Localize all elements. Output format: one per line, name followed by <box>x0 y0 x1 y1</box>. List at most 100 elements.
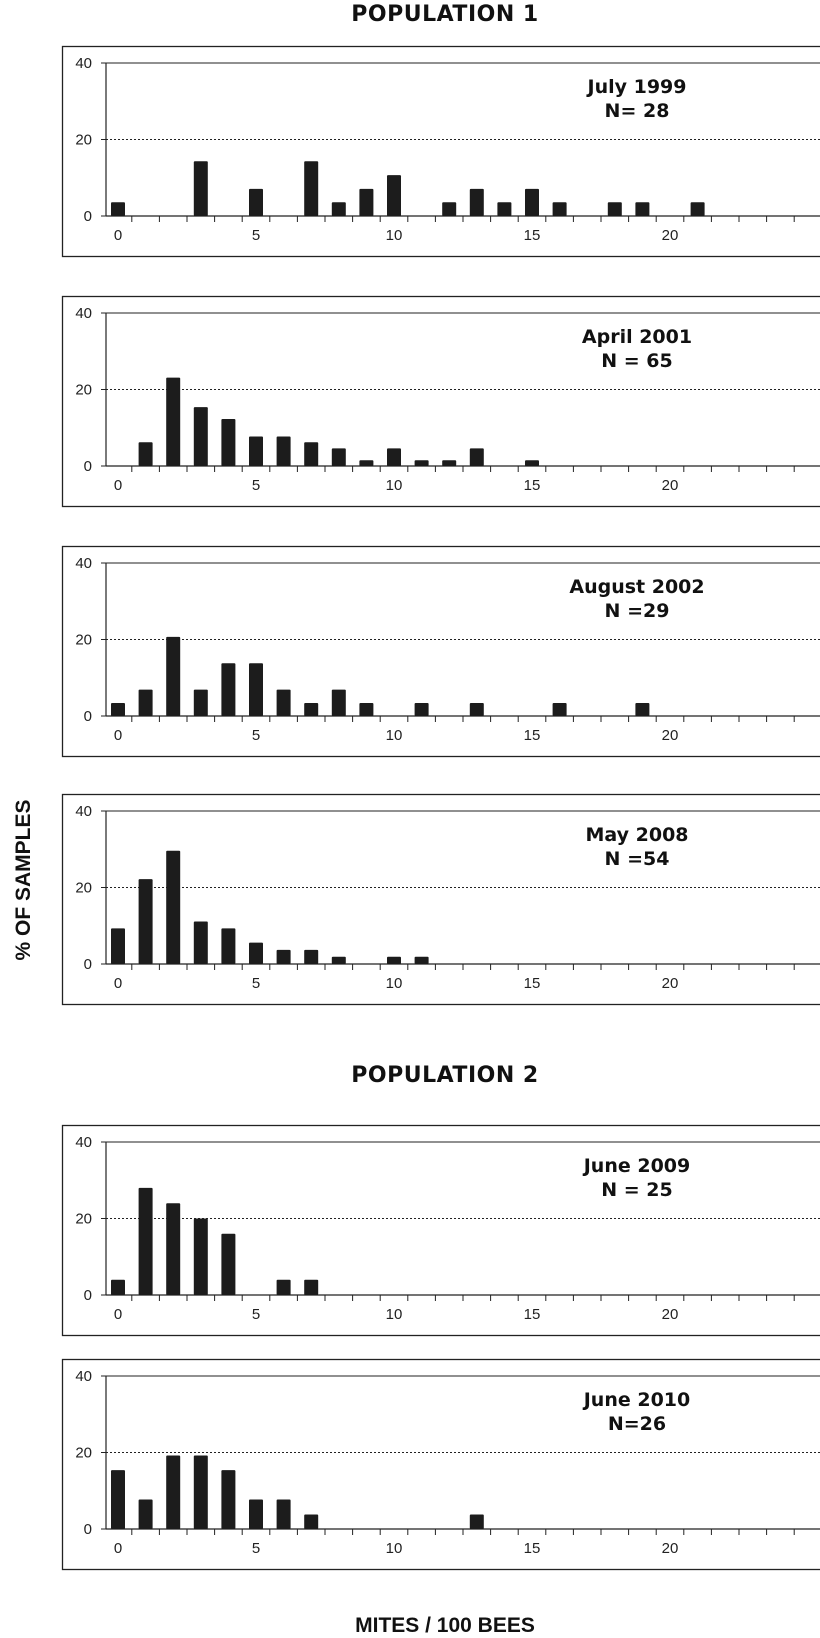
bar-3 <box>194 161 208 216</box>
y-tick-label-20: 20 <box>75 632 92 649</box>
panel-sample-size-may-2008: N =54 <box>605 848 670 870</box>
x-tick-label-0: 0 <box>114 727 122 744</box>
bar-16 <box>553 703 567 716</box>
y-tick-label-40: 40 <box>75 1134 92 1151</box>
x-tick-label-10: 10 <box>386 227 403 244</box>
y-tick-label-40: 40 <box>75 305 92 322</box>
population-1-title: POPULATION 1 <box>0 2 820 27</box>
bar-3 <box>194 922 208 964</box>
bar-10 <box>387 957 401 964</box>
bar-6 <box>277 1280 291 1295</box>
panel-title-may-2008: May 2008 <box>585 824 688 846</box>
x-tick-label-20: 20 <box>662 975 679 992</box>
bar-11 <box>415 957 429 964</box>
bar-9 <box>359 460 373 466</box>
bar-2 <box>166 378 180 466</box>
x-tick-label-15: 15 <box>524 1540 541 1557</box>
bar-1 <box>139 879 153 964</box>
bar-3 <box>194 407 208 466</box>
bar-0 <box>111 703 125 716</box>
y-tick-label-40: 40 <box>75 55 92 72</box>
y-tick-label-0: 0 <box>84 708 92 725</box>
x-tick-label-15: 15 <box>524 477 541 494</box>
bar-11 <box>415 703 429 716</box>
x-tick-label-5: 5 <box>252 1306 260 1323</box>
bar-6 <box>277 690 291 716</box>
x-tick-label-0: 0 <box>114 227 122 244</box>
bar-3 <box>194 1456 208 1529</box>
x-tick-label-10: 10 <box>386 727 403 744</box>
y-tick-label-20: 20 <box>75 1445 92 1462</box>
x-tick-label-15: 15 <box>524 727 541 744</box>
y-tick-label-40: 40 <box>75 555 92 572</box>
bar-15 <box>525 460 539 466</box>
panel-title-june-2009: June 2009 <box>582 1155 691 1177</box>
bar-9 <box>359 189 373 216</box>
bar-19 <box>635 202 649 216</box>
bar-10 <box>387 448 401 466</box>
bar-2 <box>166 637 180 716</box>
bar-12 <box>442 460 456 466</box>
bar-8 <box>332 448 346 466</box>
bar-8 <box>332 690 346 716</box>
bar-1 <box>139 1500 153 1529</box>
panel-title-april-2001: April 2001 <box>582 326 692 348</box>
bar-6 <box>277 1500 291 1529</box>
bar-3 <box>194 690 208 716</box>
y-tick-label-20: 20 <box>75 382 92 399</box>
x-tick-label-10: 10 <box>386 1540 403 1557</box>
x-tick-label-5: 5 <box>252 477 260 494</box>
bar-1 <box>139 1188 153 1295</box>
x-tick-label-20: 20 <box>662 227 679 244</box>
bar-6 <box>277 437 291 466</box>
y-axis-label-text: % OF SAMPLES <box>12 799 36 960</box>
y-tick-label-0: 0 <box>84 1521 92 1538</box>
bar-7 <box>304 442 318 466</box>
bar-2 <box>166 1203 180 1295</box>
bar-14 <box>497 202 511 216</box>
y-tick-label-40: 40 <box>75 803 92 820</box>
bar-10 <box>387 175 401 216</box>
x-tick-label-0: 0 <box>114 1306 122 1323</box>
x-tick-label-5: 5 <box>252 975 260 992</box>
y-tick-label-20: 20 <box>75 880 92 897</box>
bar-5 <box>249 1500 263 1529</box>
panel-title-june-2010: June 2010 <box>582 1389 691 1411</box>
bar-9 <box>359 703 373 716</box>
bar-21 <box>691 202 705 216</box>
bar-5 <box>249 663 263 716</box>
x-tick-label-20: 20 <box>662 1306 679 1323</box>
x-tick-label-0: 0 <box>114 1540 122 1557</box>
x-tick-label-10: 10 <box>386 1306 403 1323</box>
x-tick-label-10: 10 <box>386 975 403 992</box>
x-tick-label-20: 20 <box>662 477 679 494</box>
panel-sample-size-april-2001: N = 65 <box>601 350 673 372</box>
x-tick-label-15: 15 <box>524 975 541 992</box>
bar-7 <box>304 703 318 716</box>
bar-5 <box>249 189 263 216</box>
bar-15 <box>525 189 539 216</box>
x-tick-label-0: 0 <box>114 477 122 494</box>
bar-0 <box>111 1470 125 1529</box>
x-tick-label-15: 15 <box>524 227 541 244</box>
y-tick-label-0: 0 <box>84 1287 92 1304</box>
bar-4 <box>221 663 235 716</box>
x-tick-label-0: 0 <box>114 975 122 992</box>
x-tick-label-5: 5 <box>252 727 260 744</box>
bar-4 <box>221 1234 235 1295</box>
bar-4 <box>221 1470 235 1529</box>
x-tick-label-20: 20 <box>662 1540 679 1557</box>
bar-7 <box>304 950 318 964</box>
bar-13 <box>470 189 484 216</box>
population-2-title: POPULATION 2 <box>0 1063 820 1088</box>
y-axis-label: % OF SAMPLES <box>4 780 44 980</box>
bar-5 <box>249 943 263 964</box>
panel-sample-size-june-2010: N=26 <box>608 1413 666 1435</box>
bar-11 <box>415 460 429 466</box>
y-tick-label-0: 0 <box>84 208 92 225</box>
